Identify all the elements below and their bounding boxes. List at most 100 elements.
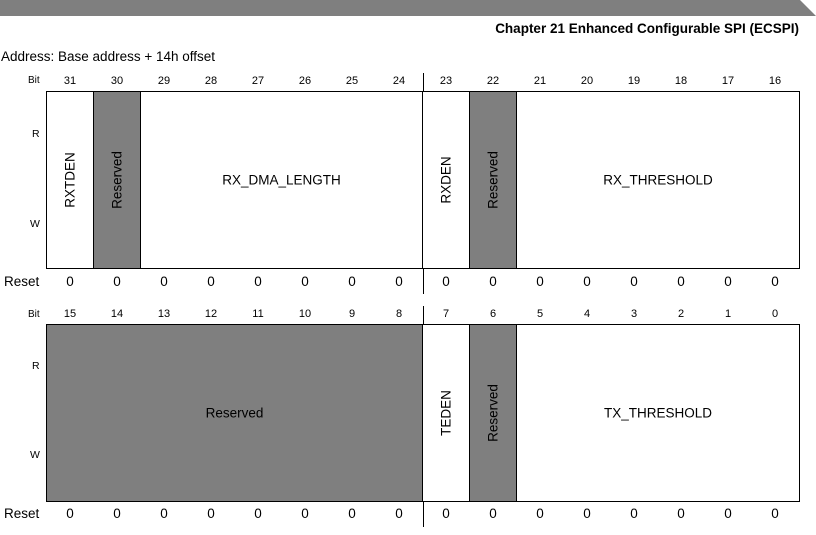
bit-number: 24 bbox=[392, 75, 406, 87]
read-label: R bbox=[32, 128, 40, 140]
bit-number: 27 bbox=[251, 75, 265, 87]
field-reserved: Reserved bbox=[470, 325, 517, 501]
field-reserved: Reserved bbox=[94, 92, 141, 268]
reset-value: 0 bbox=[630, 274, 638, 289]
reset-label: Reset bbox=[4, 274, 40, 289]
reset-value: 0 bbox=[630, 506, 638, 521]
field-label: RX_DMA_LENGTH bbox=[222, 172, 341, 188]
bit-number: 5 bbox=[536, 308, 544, 320]
bit-number: 30 bbox=[110, 75, 124, 87]
reset-value: 0 bbox=[66, 506, 74, 521]
byte-divider bbox=[423, 501, 424, 527]
reset-value: 0 bbox=[677, 274, 685, 289]
bit-row-label: Bit bbox=[28, 309, 40, 320]
bit-number: 16 bbox=[768, 75, 782, 87]
bit-number: 2 bbox=[677, 308, 685, 320]
reset-value: 0 bbox=[113, 274, 121, 289]
bit-number: 4 bbox=[583, 308, 591, 320]
reset-value: 0 bbox=[442, 274, 450, 289]
bit-number: 28 bbox=[204, 75, 218, 87]
field-label: Reserved bbox=[109, 151, 125, 209]
bit-number: 31 bbox=[63, 75, 77, 87]
reset-label: Reset bbox=[4, 506, 40, 521]
field-label: Reserved bbox=[205, 405, 264, 421]
reset-value: 0 bbox=[724, 274, 732, 289]
bit-number: 20 bbox=[580, 75, 594, 87]
reset-value: 0 bbox=[113, 506, 121, 521]
field-reserved: Reserved bbox=[47, 325, 423, 501]
field-rxden: RXDEN bbox=[423, 92, 470, 268]
reset-value: 0 bbox=[254, 274, 262, 289]
bit-number: 18 bbox=[674, 75, 688, 87]
bit-number: 21 bbox=[533, 75, 547, 87]
reset-value: 0 bbox=[395, 506, 403, 521]
bit-number: 13 bbox=[157, 308, 171, 320]
byte-divider bbox=[423, 306, 424, 324]
bit-row-label: Bit bbox=[28, 75, 40, 86]
field-label: RXTDEN bbox=[62, 152, 78, 208]
bit-number: 17 bbox=[721, 75, 735, 87]
reset-value: 0 bbox=[66, 274, 74, 289]
reset-value: 0 bbox=[160, 274, 168, 289]
reset-value: 0 bbox=[771, 506, 779, 521]
reset-value: 0 bbox=[489, 506, 497, 521]
write-label: W bbox=[30, 449, 40, 461]
reset-value: 0 bbox=[301, 506, 309, 521]
field-label: TEDEN bbox=[438, 390, 454, 436]
reset-value: 0 bbox=[724, 506, 732, 521]
field-label: RX_THRESHOLD bbox=[603, 172, 713, 188]
reset-value: 0 bbox=[207, 506, 215, 521]
bit-number: 15 bbox=[63, 308, 77, 320]
register-fields-lower: Reserved TEDEN Reserved TX_THRESHOLD bbox=[46, 324, 800, 502]
bit-number: 7 bbox=[442, 308, 450, 320]
reset-value: 0 bbox=[301, 274, 309, 289]
field-reserved: Reserved bbox=[470, 92, 517, 268]
field-rxtden: RXTDEN bbox=[47, 92, 94, 268]
reset-value: 0 bbox=[207, 274, 215, 289]
reset-value: 0 bbox=[442, 506, 450, 521]
header-bar-notch bbox=[800, 0, 816, 16]
byte-divider bbox=[423, 268, 424, 294]
chapter-title: Chapter 21 Enhanced Configurable SPI (EC… bbox=[495, 21, 799, 36]
field-teden: TEDEN bbox=[423, 325, 470, 501]
reset-value: 0 bbox=[583, 274, 591, 289]
field-label: Reserved bbox=[485, 384, 501, 442]
bit-number: 22 bbox=[486, 75, 500, 87]
reset-value: 0 bbox=[536, 274, 544, 289]
reset-value: 0 bbox=[536, 506, 544, 521]
bit-number: 1 bbox=[724, 308, 732, 320]
bit-number: 26 bbox=[298, 75, 312, 87]
bit-number: 29 bbox=[157, 75, 171, 87]
bit-number: 6 bbox=[489, 308, 497, 320]
reset-value: 0 bbox=[395, 274, 403, 289]
field-rx-threshold: RX_THRESHOLD bbox=[517, 92, 799, 268]
field-label: Reserved bbox=[485, 151, 501, 209]
read-label: R bbox=[32, 360, 40, 372]
bit-number: 14 bbox=[110, 308, 124, 320]
bit-number: 3 bbox=[630, 308, 638, 320]
bit-number: 0 bbox=[771, 308, 779, 320]
reset-value: 0 bbox=[771, 274, 779, 289]
bit-number: 10 bbox=[298, 308, 312, 320]
reset-value: 0 bbox=[254, 506, 262, 521]
field-label: TX_THRESHOLD bbox=[603, 405, 713, 421]
reset-value: 0 bbox=[348, 274, 356, 289]
reset-value: 0 bbox=[160, 506, 168, 521]
bit-number: 11 bbox=[252, 308, 264, 320]
register-address: Address: Base address + 14h offset bbox=[1, 49, 216, 64]
field-tx-threshold: TX_THRESHOLD bbox=[517, 325, 799, 501]
bit-number: 9 bbox=[348, 308, 356, 320]
field-label: RXDEN bbox=[438, 156, 454, 204]
reset-value: 0 bbox=[348, 506, 356, 521]
bit-number: 23 bbox=[439, 75, 453, 87]
bit-number: 8 bbox=[395, 308, 403, 320]
write-label: W bbox=[30, 218, 40, 230]
reset-value: 0 bbox=[677, 506, 685, 521]
field-rx-dma-length: RX_DMA_LENGTH bbox=[141, 92, 423, 268]
byte-divider bbox=[423, 73, 424, 91]
bit-number: 12 bbox=[204, 308, 218, 320]
bit-number: 25 bbox=[345, 75, 359, 87]
page-header-bar bbox=[0, 0, 816, 16]
reset-value: 0 bbox=[583, 506, 591, 521]
register-fields-upper: RXTDEN Reserved RX_DMA_LENGTH RXDEN Rese… bbox=[46, 91, 800, 269]
